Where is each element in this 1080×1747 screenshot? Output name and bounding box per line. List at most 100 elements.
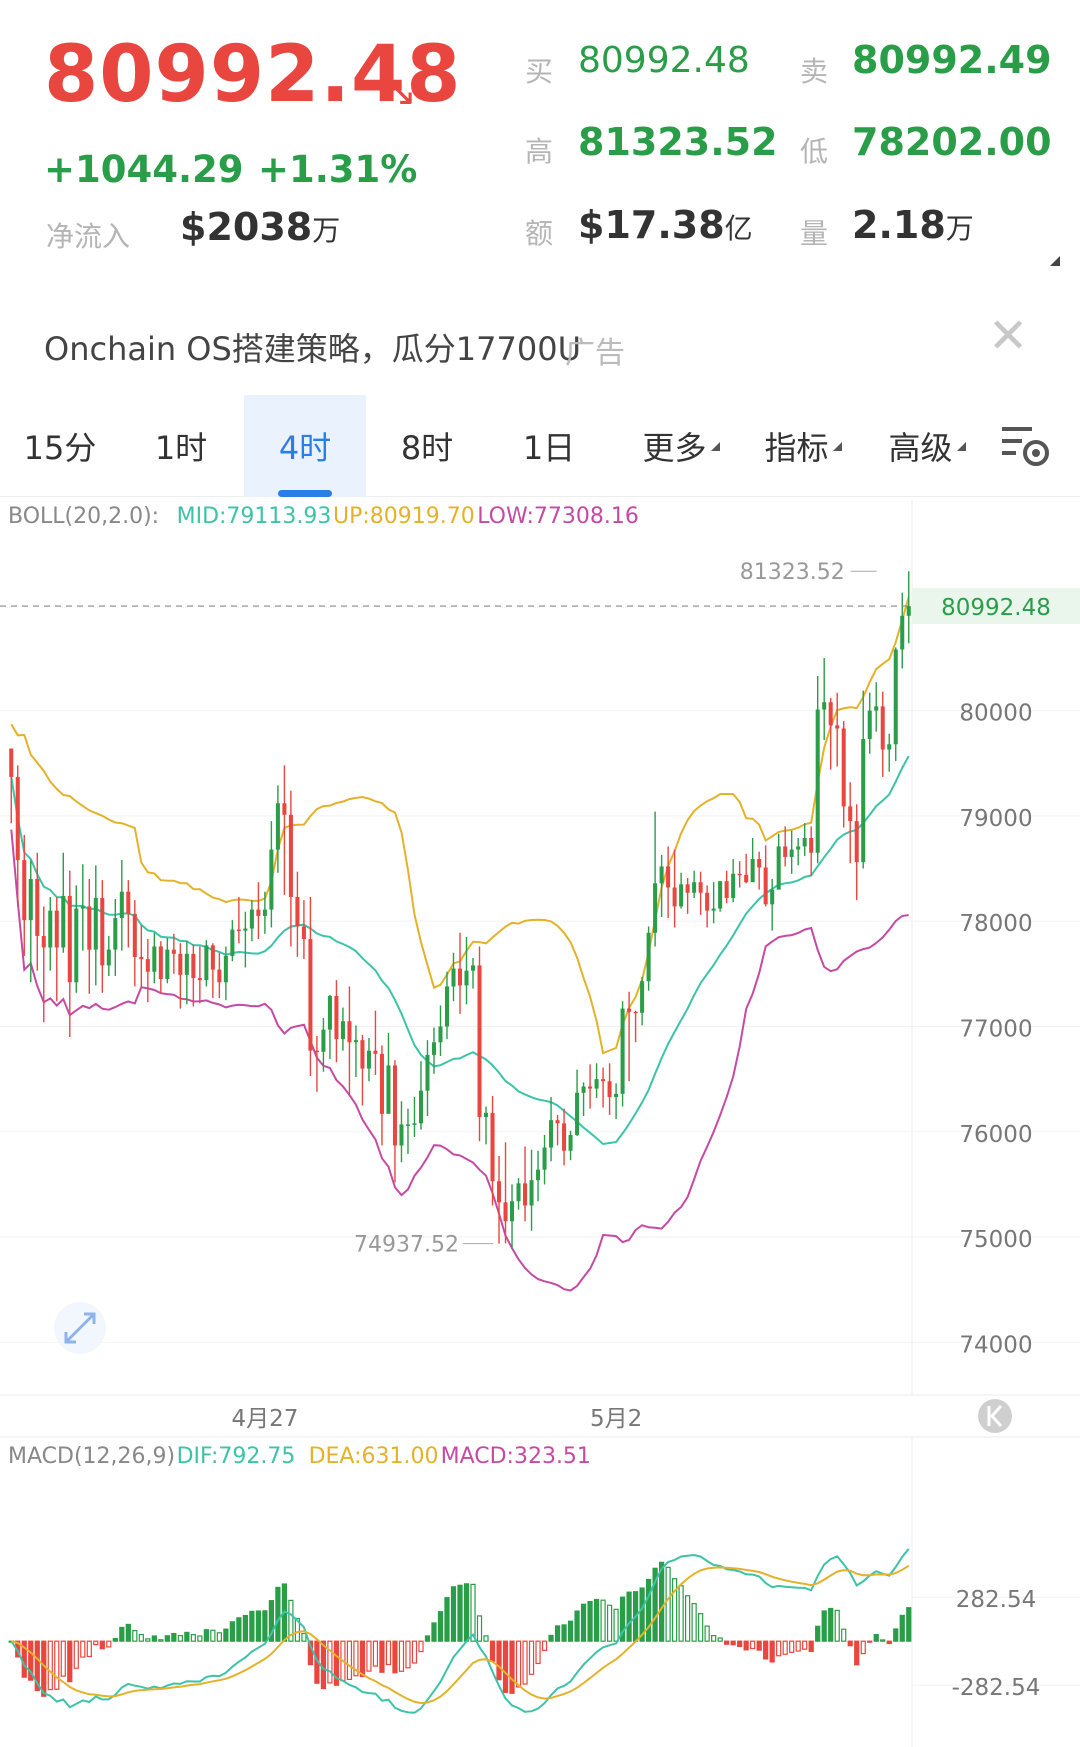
candle-body [789, 849, 794, 857]
macd-bar [457, 1584, 463, 1642]
tab-label: 1时 [154, 429, 208, 467]
candle-body [627, 1008, 632, 1012]
macd-bar [756, 1640, 762, 1651]
candle [425, 1040, 430, 1116]
candle-body [399, 1124, 404, 1146]
candle [178, 943, 183, 1009]
macd-bar [587, 1600, 593, 1642]
candle-body [262, 909, 267, 916]
candle-body [113, 918, 118, 950]
candle-body [379, 1053, 384, 1114]
macd-bar [717, 1637, 723, 1642]
macd-bar [268, 1600, 275, 1642]
macd-bar [333, 1640, 340, 1686]
candle-body [542, 1147, 547, 1170]
candle-body [796, 846, 801, 850]
macd-bar [28, 1640, 34, 1681]
candle [828, 697, 833, 770]
macd-bar [515, 1640, 522, 1688]
macd-bar [236, 1617, 242, 1642]
candle [223, 946, 228, 1001]
candle-body [457, 968, 463, 986]
macd-bar [210, 1629, 216, 1642]
candle [22, 834, 27, 956]
macd-bar [711, 1634, 717, 1642]
candle-body [653, 883, 658, 933]
macd-bar [626, 1591, 632, 1642]
tab-15m[interactable]: 15分 [0, 395, 120, 497]
candle [451, 952, 456, 1002]
candle-body [640, 981, 645, 1013]
scroll-to-start-icon[interactable] [978, 1399, 1012, 1433]
macd-bar [398, 1640, 405, 1672]
ad-text[interactable]: Onchain OS搭建策略，瓜分17700U [44, 330, 582, 368]
fullscreen-icon[interactable] [54, 1302, 106, 1354]
macd-bar [639, 1587, 645, 1642]
candle-body [100, 898, 105, 966]
candle [210, 943, 215, 999]
bid-label: 买 [525, 55, 554, 88]
candle-body [679, 884, 684, 907]
tab-1d[interactable]: 1日 [488, 395, 610, 497]
candle-body [581, 1086, 586, 1093]
tab-1h[interactable]: 1时 [120, 395, 242, 497]
candle-body [887, 744, 892, 750]
dropdown-triangle-icon [832, 441, 842, 451]
candle-body [451, 968, 456, 987]
candle [601, 1067, 606, 1108]
ad-banner[interactable]: Onchain OS搭建策略，瓜分17700U 广告 ✕ [0, 310, 1080, 380]
close-icon[interactable]: ✕ [988, 308, 1029, 364]
net-inflow-value: $2038万 [180, 205, 340, 249]
macd-bar [763, 1640, 769, 1660]
candle [627, 991, 632, 1082]
candle-body [145, 959, 150, 972]
amount-value: $17.38亿 [578, 203, 753, 247]
candle [692, 870, 697, 899]
candle-body [861, 739, 866, 863]
candle [399, 1101, 404, 1163]
net-inflow-unit: 万 [312, 214, 341, 247]
boll-lower-line [10, 829, 909, 1292]
candle-body [633, 1011, 638, 1014]
candle-body [731, 873, 736, 899]
candle-body [815, 709, 820, 853]
candle-body [217, 969, 222, 983]
candle-body [360, 1040, 365, 1069]
tab-advanced[interactable]: 高级 [866, 395, 988, 497]
macd-bar [606, 1604, 613, 1642]
candle-body [737, 873, 742, 876]
candle-body [906, 606, 911, 616]
candle [731, 859, 736, 903]
candle-body [536, 1169, 541, 1181]
candle-body [711, 908, 716, 911]
candle-body [139, 956, 144, 960]
macd-bar [463, 1583, 470, 1642]
ad-tag: 广告 [565, 336, 625, 371]
tab-label: 更多 [642, 429, 707, 467]
tab-indicators[interactable]: 指标 [742, 395, 864, 497]
candle [217, 952, 222, 999]
candle-body [893, 649, 898, 745]
candle [139, 925, 144, 988]
candle-body [61, 895, 66, 948]
candle-body [243, 928, 248, 931]
high-value: 81323.52 [578, 120, 778, 164]
net-inflow-label: 净流入 [46, 220, 131, 253]
candle [672, 849, 677, 928]
macd-bar [600, 1599, 606, 1642]
chart-settings-icon[interactable] [1000, 423, 1052, 469]
expand-corner-icon[interactable] [1050, 256, 1060, 266]
tab-4h[interactable]: 4时 [244, 395, 366, 497]
macd-bar [366, 1640, 372, 1672]
macd-bar [151, 1635, 157, 1642]
candle-body [470, 965, 476, 971]
macd-bar [262, 1610, 268, 1642]
candle [113, 899, 118, 976]
candle [705, 885, 710, 928]
tab-more[interactable]: 更多 [620, 395, 742, 497]
candle [379, 1045, 384, 1146]
candle-body [93, 898, 98, 950]
tab-8h[interactable]: 8时 [366, 395, 488, 497]
macd-bar [171, 1632, 177, 1642]
